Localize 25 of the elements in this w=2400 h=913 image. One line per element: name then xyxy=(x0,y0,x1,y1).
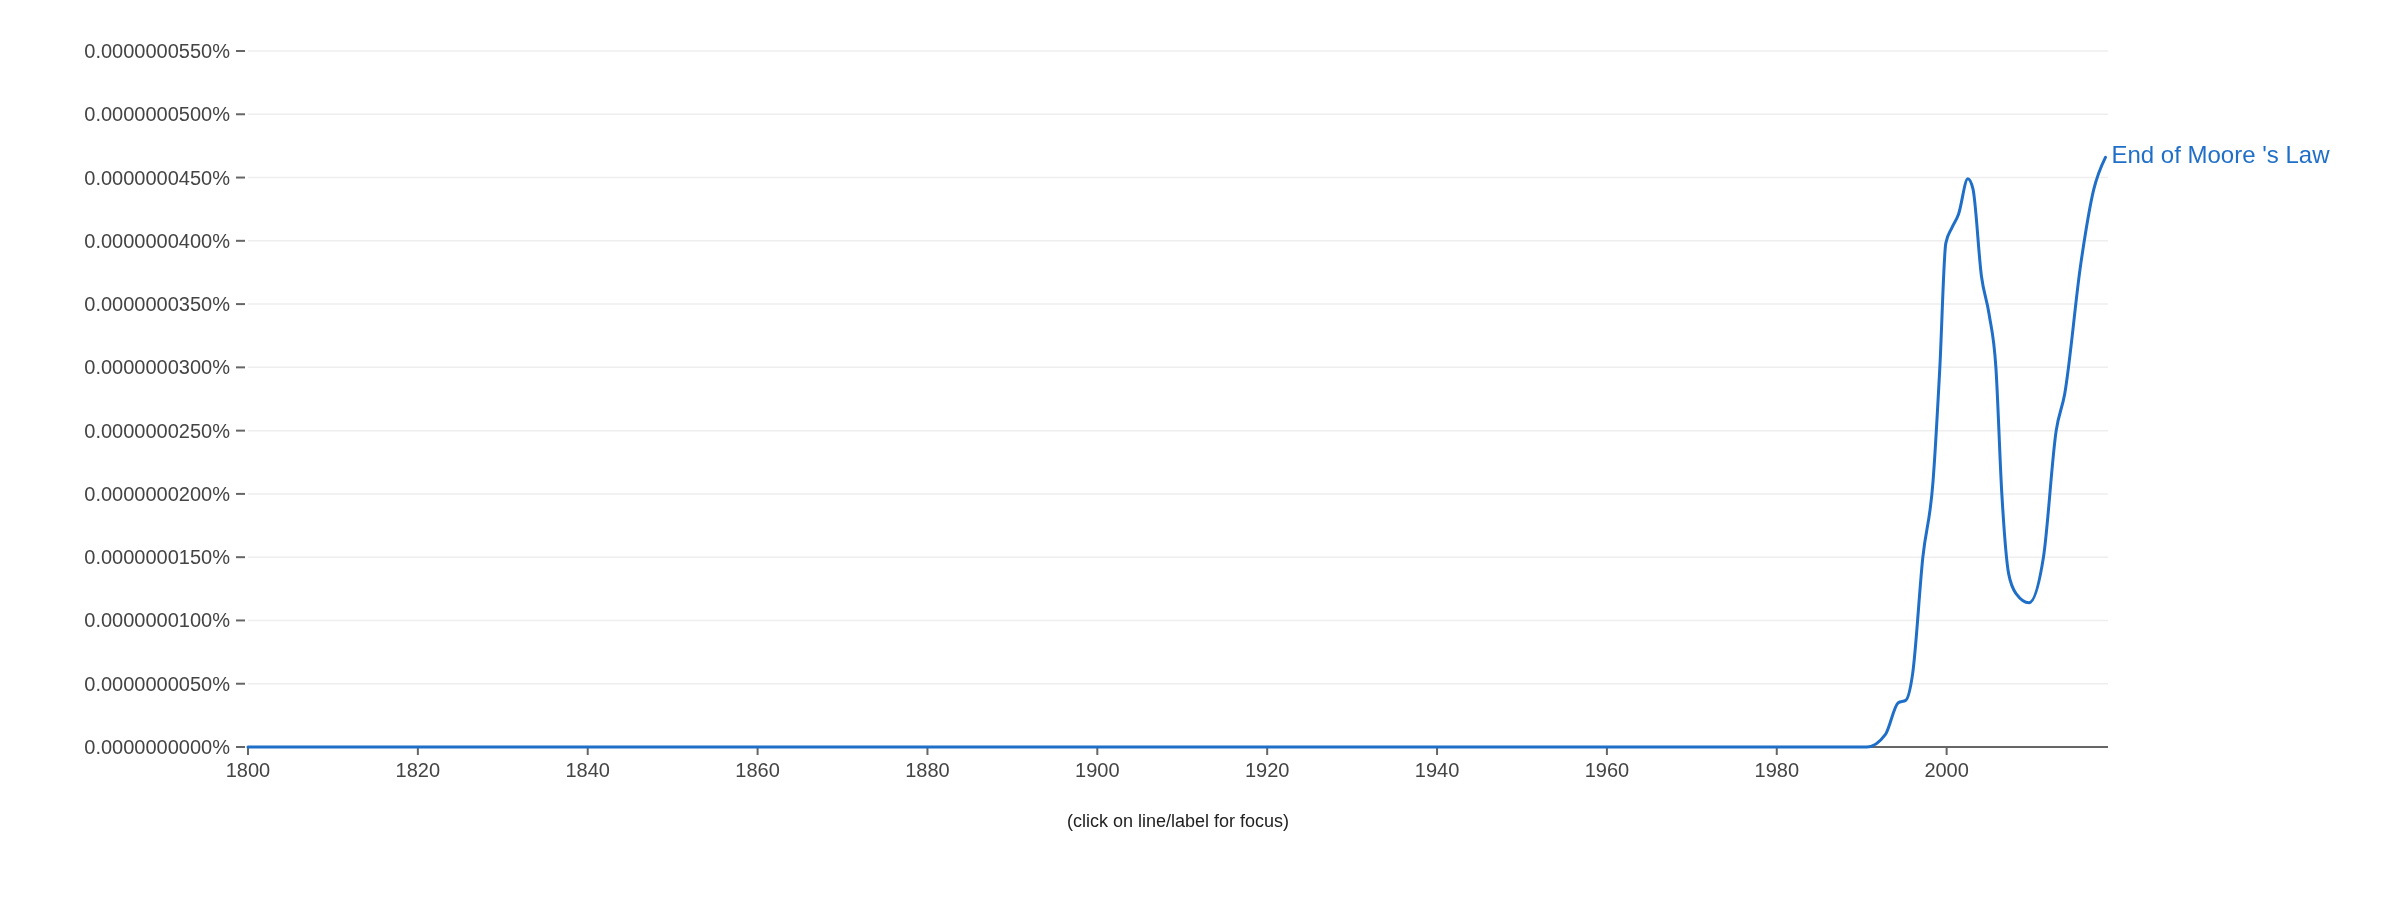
y-tick-label: 0.0000000350% xyxy=(84,293,231,316)
text: (click on line/label for focus) xyxy=(1066,811,1290,831)
y-tick-label: 0.0000000550% xyxy=(84,40,231,62)
y-tick-label: 0.0000000500% xyxy=(84,103,231,126)
y-tick-label: 0.0000000300% xyxy=(84,356,231,379)
x-tick-label: 1820 xyxy=(395,759,441,781)
x-tick-label: 1840 xyxy=(565,759,610,781)
y-tick-label: 0.0000000450% xyxy=(84,166,231,189)
x-tick-label: 1860 xyxy=(735,759,780,781)
x-tick-label: 1980 xyxy=(1754,759,1800,781)
y-tick-label: 0.0000000000% xyxy=(84,736,231,758)
x-tick-label: 1920 xyxy=(1244,759,1290,781)
x-tick-label: 1880 xyxy=(905,759,950,781)
x-tick-label: 1940 xyxy=(1414,759,1460,781)
x-tick-label: 1960 xyxy=(1584,759,1630,781)
y-tick-label: 0.0000000200% xyxy=(84,482,231,505)
y-tick-label: 0.0000000050% xyxy=(84,672,231,695)
series-label: End of Moore 's Law xyxy=(2111,141,2331,169)
x-tick-label: 1800 xyxy=(225,759,271,781)
x-tick-label: 2000 xyxy=(1924,759,1969,781)
y-tick-label: 0.0000000250% xyxy=(84,419,231,442)
x-tick-label: 1900 xyxy=(1075,759,1120,781)
y-tick-label: 0.0000000100% xyxy=(84,609,231,632)
y-tick-label: 0.0000000400% xyxy=(84,229,231,252)
y-tick-label: 0.0000000150% xyxy=(84,546,231,569)
